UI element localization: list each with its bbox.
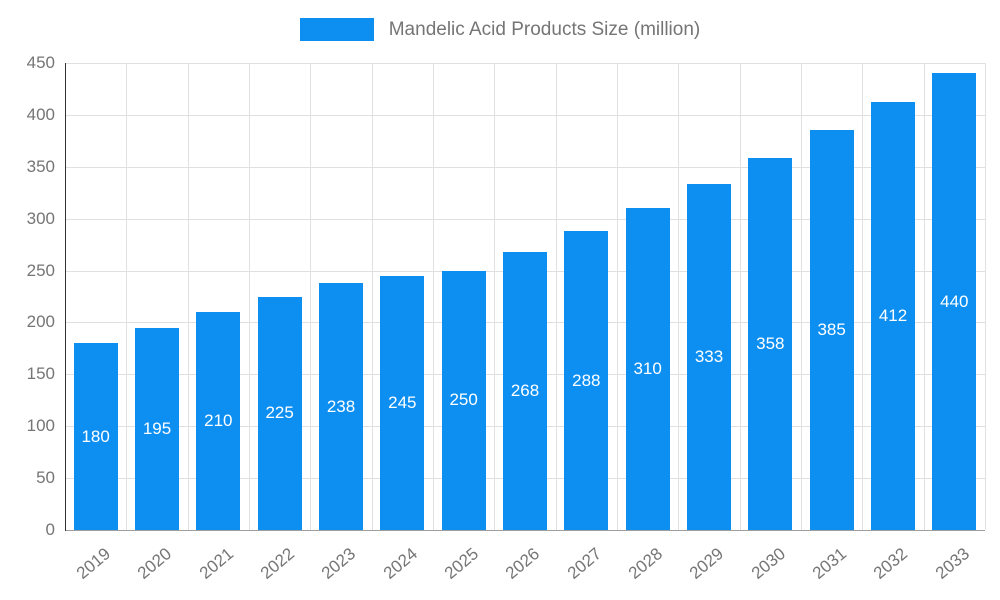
bar — [502, 251, 548, 530]
gridline-vertical — [494, 63, 496, 530]
bar — [686, 184, 732, 530]
bar-value-label: 225 — [265, 403, 294, 423]
legend-swatch — [299, 18, 374, 41]
bar-value-label: 210 — [204, 411, 233, 431]
y-axis-line — [65, 63, 66, 531]
gridline-vertical — [985, 63, 986, 530]
y-axis-tick-label: 400 — [26, 104, 55, 124]
x-axis-tick-label: 2029 — [686, 544, 728, 583]
bar-value-label: 412 — [878, 306, 908, 326]
gridline-vertical — [923, 63, 925, 530]
y-axis-tick-label: 200 — [26, 312, 55, 332]
bar-value-label: 288 — [572, 370, 601, 390]
gridline-vertical — [678, 63, 680, 530]
gridline-vertical — [371, 63, 373, 530]
gridline-horizontal — [65, 166, 985, 168]
gridline-vertical — [555, 63, 557, 530]
legend: Mandelic Acid Products Size (million) — [0, 18, 1000, 41]
gridline-vertical — [617, 63, 618, 530]
y-axis-tick-label: 250 — [26, 260, 55, 280]
x-axis-baseline — [65, 530, 985, 531]
bar — [625, 208, 670, 530]
bar-value-label: 250 — [449, 390, 478, 410]
bar-value-label: 358 — [756, 334, 785, 354]
bar-value-label: 245 — [388, 392, 417, 412]
bar — [441, 270, 486, 530]
y-axis-tick-label: 450 — [26, 53, 55, 72]
x-axis-tick-label: 2026 — [502, 544, 544, 583]
bar-value-label: 333 — [694, 347, 724, 367]
y-axis-tick-label: 300 — [26, 208, 55, 228]
y-axis-tick-label: 0 — [45, 520, 55, 539]
bar-value-label: 385 — [817, 320, 846, 340]
bar-value-label: 195 — [142, 418, 172, 438]
x-axis-tick-label: 2022 — [256, 544, 298, 583]
gridline-vertical — [433, 63, 434, 530]
bar — [932, 73, 977, 530]
bar-value-label: 238 — [326, 396, 356, 416]
x-axis-tick-label: 2028 — [624, 544, 666, 583]
bar — [134, 327, 180, 530]
bar — [318, 283, 364, 530]
y-axis-tick-label: 100 — [26, 416, 55, 436]
x-axis-tick-label: 2024 — [379, 544, 421, 583]
x-axis-tick-label: 2023 — [318, 544, 360, 583]
chart-title: Mandelic Acid Products Size (million) — [388, 18, 701, 40]
gridline-vertical — [126, 63, 128, 530]
gridline-vertical — [801, 63, 802, 530]
gridline-horizontal — [65, 114, 985, 116]
bar — [196, 312, 241, 530]
y-axis-tick-label: 50 — [36, 468, 55, 488]
x-axis-tick-label: 2021 — [195, 544, 237, 583]
x-axis-tick-label: 2027 — [563, 544, 605, 583]
bar — [564, 231, 609, 530]
gridline-horizontal — [65, 63, 985, 64]
x-axis-tick-label: 2030 — [747, 544, 789, 583]
bar — [257, 296, 302, 530]
bar — [73, 343, 118, 530]
gridline-vertical — [862, 63, 864, 530]
y-axis-tick-label: 150 — [26, 364, 55, 384]
x-axis-tick-label: 2033 — [931, 544, 973, 583]
gridline-vertical — [187, 63, 189, 530]
bar — [870, 102, 916, 530]
bar — [809, 130, 854, 530]
bar — [380, 275, 425, 530]
y-axis-tick-label: 350 — [26, 156, 55, 176]
bar — [748, 158, 793, 530]
bar-value-label: 268 — [510, 380, 540, 400]
gridline-vertical — [249, 63, 250, 530]
gridline-vertical — [739, 63, 741, 530]
bar-value-label: 440 — [940, 291, 969, 311]
x-axis-tick-label: 2031 — [808, 544, 850, 583]
gridline-vertical — [310, 63, 312, 530]
gridline-horizontal — [65, 218, 985, 220]
bar-value-label: 310 — [633, 359, 662, 379]
x-axis-tick-label: 2025 — [440, 544, 482, 583]
x-axis-tick-label: 2019 — [72, 544, 114, 583]
bar-value-label: 180 — [81, 426, 110, 446]
x-axis-tick-label: 2020 — [134, 544, 176, 583]
x-axis-tick-label: 2032 — [870, 544, 912, 583]
